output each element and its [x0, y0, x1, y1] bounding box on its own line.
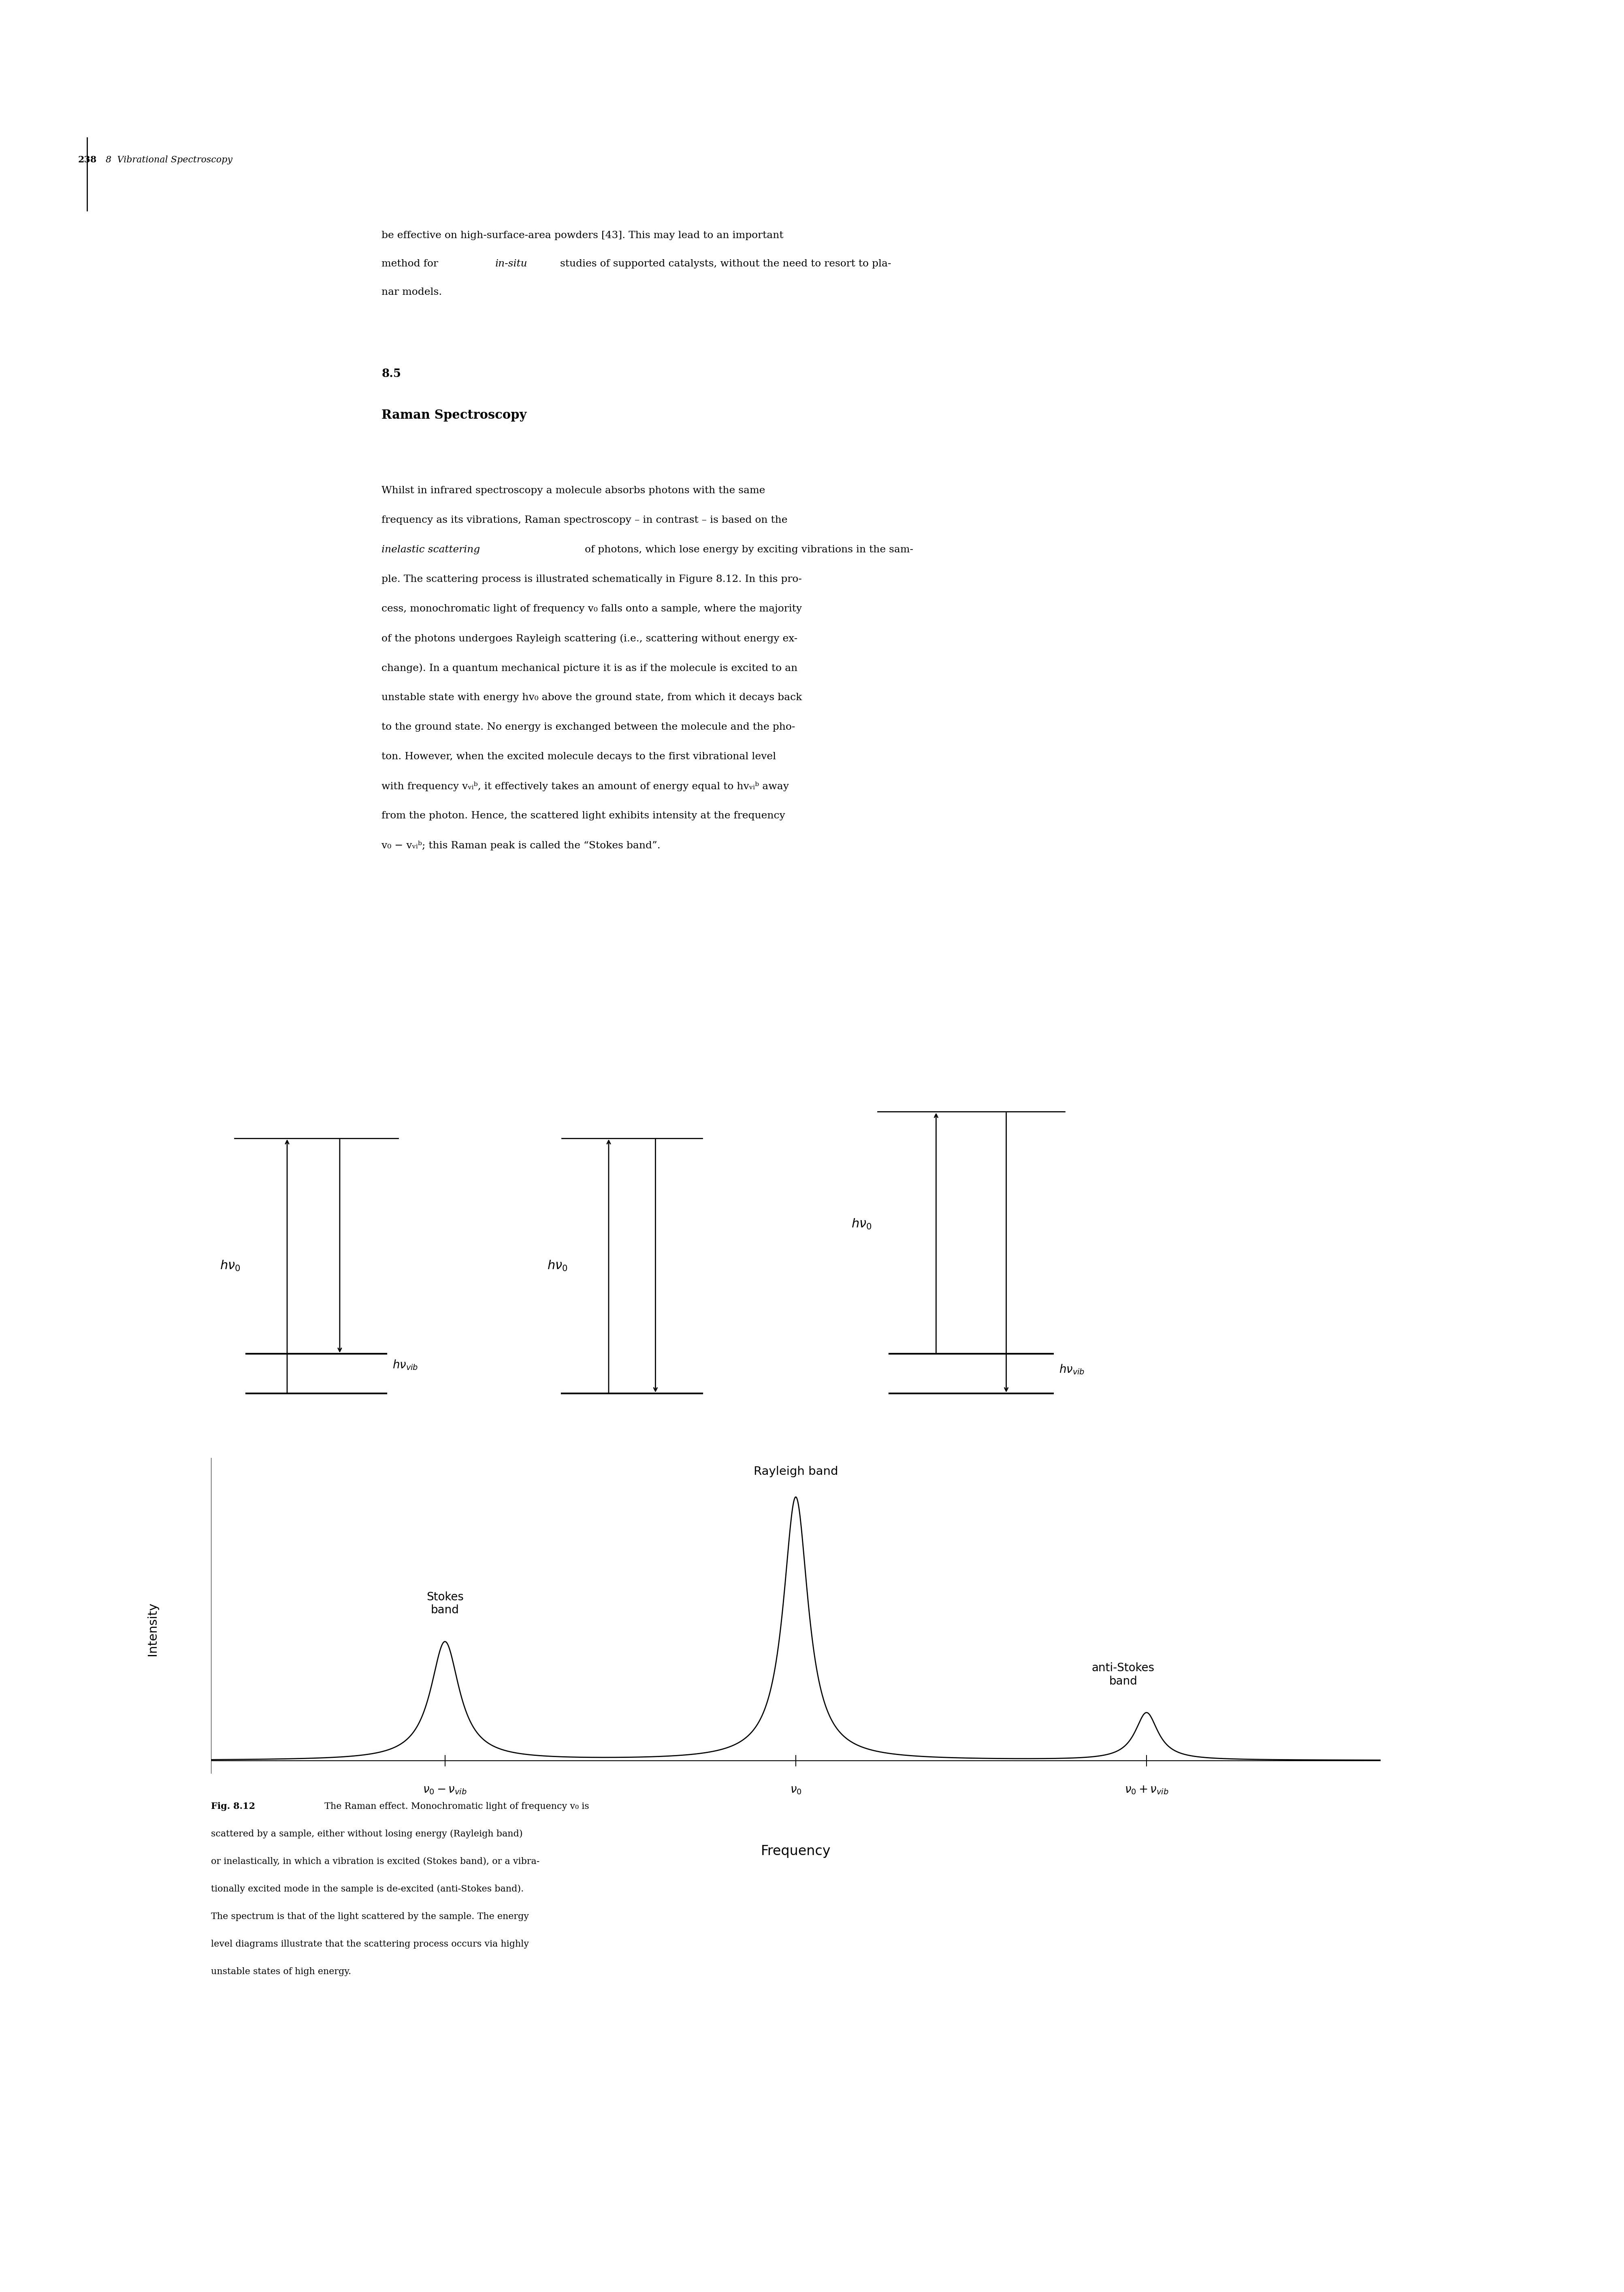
Text: $h\nu_0$: $h\nu_0$: [547, 1258, 568, 1272]
Text: The spectrum is that of the light scattered by the sample. The energy: The spectrum is that of the light scatte…: [211, 1912, 529, 1921]
Text: to the ground state. No energy is exchanged between the molecule and the pho-: to the ground state. No energy is exchan…: [382, 722, 796, 731]
Text: Rayleigh band: Rayleigh band: [754, 1465, 838, 1476]
Text: $\nu_0 - \nu_{vib}$: $\nu_0 - \nu_{vib}$: [422, 1783, 468, 1795]
Text: Raman Spectroscopy: Raman Spectroscopy: [382, 408, 526, 422]
Text: of the photons undergoes Rayleigh scattering (i.e., scattering without energy ex: of the photons undergoes Rayleigh scatte…: [382, 635, 797, 644]
Text: in-situ: in-situ: [495, 259, 528, 268]
Text: or inelastically, in which a vibration is excited (Stokes band), or a vibra-: or inelastically, in which a vibration i…: [211, 1857, 539, 1866]
Text: studies of supported catalysts, without the need to resort to pla-: studies of supported catalysts, without …: [557, 259, 892, 268]
Text: tionally excited mode in the sample is de-excited (anti-Stokes band).: tionally excited mode in the sample is d…: [211, 1884, 525, 1893]
Text: nar models.: nar models.: [382, 286, 442, 298]
Text: inelastic scattering: inelastic scattering: [382, 545, 481, 555]
Text: anti-Stokes
band: anti-Stokes band: [1091, 1662, 1155, 1687]
Text: cess, monochromatic light of frequency v₀ falls onto a sample, where the majorit: cess, monochromatic light of frequency v…: [382, 605, 802, 614]
Text: v₀ − vᵥᵢᵇ; this Raman peak is called the “Stokes band”.: v₀ − vᵥᵢᵇ; this Raman peak is called the…: [382, 841, 661, 850]
Text: of photons, which lose energy by exciting vibrations in the sam-: of photons, which lose energy by excitin…: [581, 545, 913, 555]
Text: $\nu_0$: $\nu_0$: [789, 1783, 802, 1795]
Text: ple. The scattering process is illustrated schematically in Figure 8.12. In this: ple. The scattering process is illustrat…: [382, 575, 802, 584]
Text: 238: 238: [78, 156, 97, 165]
Text: from the photon. Hence, the scattered light exhibits intensity at the frequency: from the photon. Hence, the scattered li…: [382, 811, 786, 821]
Text: change). In a quantum mechanical picture it is as if the molecule is excited to : change). In a quantum mechanical picture…: [382, 662, 797, 674]
Text: $h\nu_{vib}$: $h\nu_{vib}$: [393, 1359, 417, 1371]
Text: Stokes
band: Stokes band: [427, 1591, 463, 1616]
Text: be effective on high-surface-area powders [43]. This may lead to an important: be effective on high-surface-area powder…: [382, 231, 784, 241]
Text: The Raman effect. Monochromatic light of frequency v₀ is: The Raman effect. Monochromatic light of…: [322, 1802, 590, 1811]
Text: ton. However, when the excited molecule decays to the first vibrational level: ton. However, when the excited molecule …: [382, 752, 776, 761]
Text: frequency as its vibrations, Raman spectroscopy – in contrast – is based on the: frequency as its vibrations, Raman spect…: [382, 516, 788, 525]
Text: Fig. 8.12: Fig. 8.12: [211, 1802, 255, 1811]
Text: Whilst in infrared spectroscopy a molecule absorbs photons with the same: Whilst in infrared spectroscopy a molecu…: [382, 486, 765, 495]
Text: unstable states of high energy.: unstable states of high energy.: [211, 1967, 351, 1976]
Text: scattered by a sample, either without losing energy (Rayleigh band): scattered by a sample, either without lo…: [211, 1829, 523, 1838]
Text: $h\nu_{vib}$: $h\nu_{vib}$: [1059, 1364, 1085, 1375]
Text: $h\nu_0$: $h\nu_0$: [851, 1217, 872, 1231]
Text: method for: method for: [382, 259, 442, 268]
Text: unstable state with energy hv₀ above the ground state, from which it decays back: unstable state with energy hv₀ above the…: [382, 692, 802, 701]
Text: 8.5: 8.5: [382, 369, 401, 380]
Text: Frequency: Frequency: [760, 1845, 831, 1859]
Text: $\nu_0 + \nu_{vib}$: $\nu_0 + \nu_{vib}$: [1124, 1783, 1169, 1795]
Text: $h\nu_0$: $h\nu_0$: [219, 1258, 240, 1272]
Text: 8  Vibrational Spectroscopy: 8 Vibrational Spectroscopy: [106, 156, 232, 165]
Text: Intensity: Intensity: [146, 1602, 159, 1655]
Text: with frequency vᵥᵢᵇ, it effectively takes an amount of energy equal to hvᵥᵢᵇ awa: with frequency vᵥᵢᵇ, it effectively take…: [382, 782, 789, 791]
Text: level diagrams illustrate that the scattering process occurs via highly: level diagrams illustrate that the scatt…: [211, 1939, 529, 1948]
